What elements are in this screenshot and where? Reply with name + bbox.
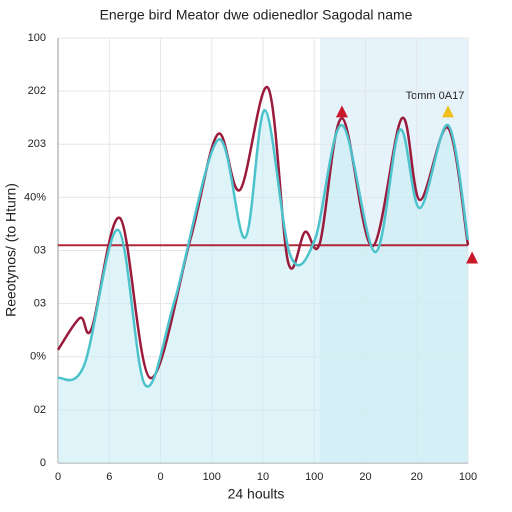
- y-tick-label: 02: [34, 404, 46, 416]
- x-tick-label: 0: [55, 471, 61, 483]
- x-tick-label: 20: [359, 471, 371, 483]
- y-tick-label: 100: [28, 32, 46, 44]
- area: [58, 110, 468, 464]
- x-axis-title: 24 hoults: [228, 486, 285, 502]
- y-tick-label: 0%: [30, 351, 46, 363]
- annotation: Tomm 0A17: [406, 90, 465, 102]
- y-tick-label: 0: [40, 457, 46, 469]
- marker: [466, 251, 479, 264]
- y-tick-label: 202: [28, 85, 46, 97]
- x-tick-label: 20: [411, 471, 423, 483]
- x-tick-label: 100: [203, 471, 221, 483]
- marker: [335, 105, 348, 118]
- chart-title: Energe bird Meator dwe odienedlor Sagoda…: [100, 7, 413, 23]
- x-tick-label: 10: [257, 471, 269, 483]
- x-tick-label: 0: [157, 471, 163, 483]
- x-tick-label: 100: [305, 471, 323, 483]
- y-tick-label: 03: [34, 298, 46, 310]
- marker: [442, 105, 455, 118]
- line: [57, 108, 470, 388]
- y-tick-label: 203: [28, 138, 46, 150]
- y-axis-title: Reeotynos/ (to Hturn): [3, 183, 19, 317]
- x-tick-label: 100: [459, 471, 477, 483]
- y-tick-label: 40%: [24, 191, 46, 203]
- y-tick-label: 03: [34, 244, 46, 256]
- line: [56, 86, 470, 380]
- x-tick-label: 6: [106, 471, 112, 483]
